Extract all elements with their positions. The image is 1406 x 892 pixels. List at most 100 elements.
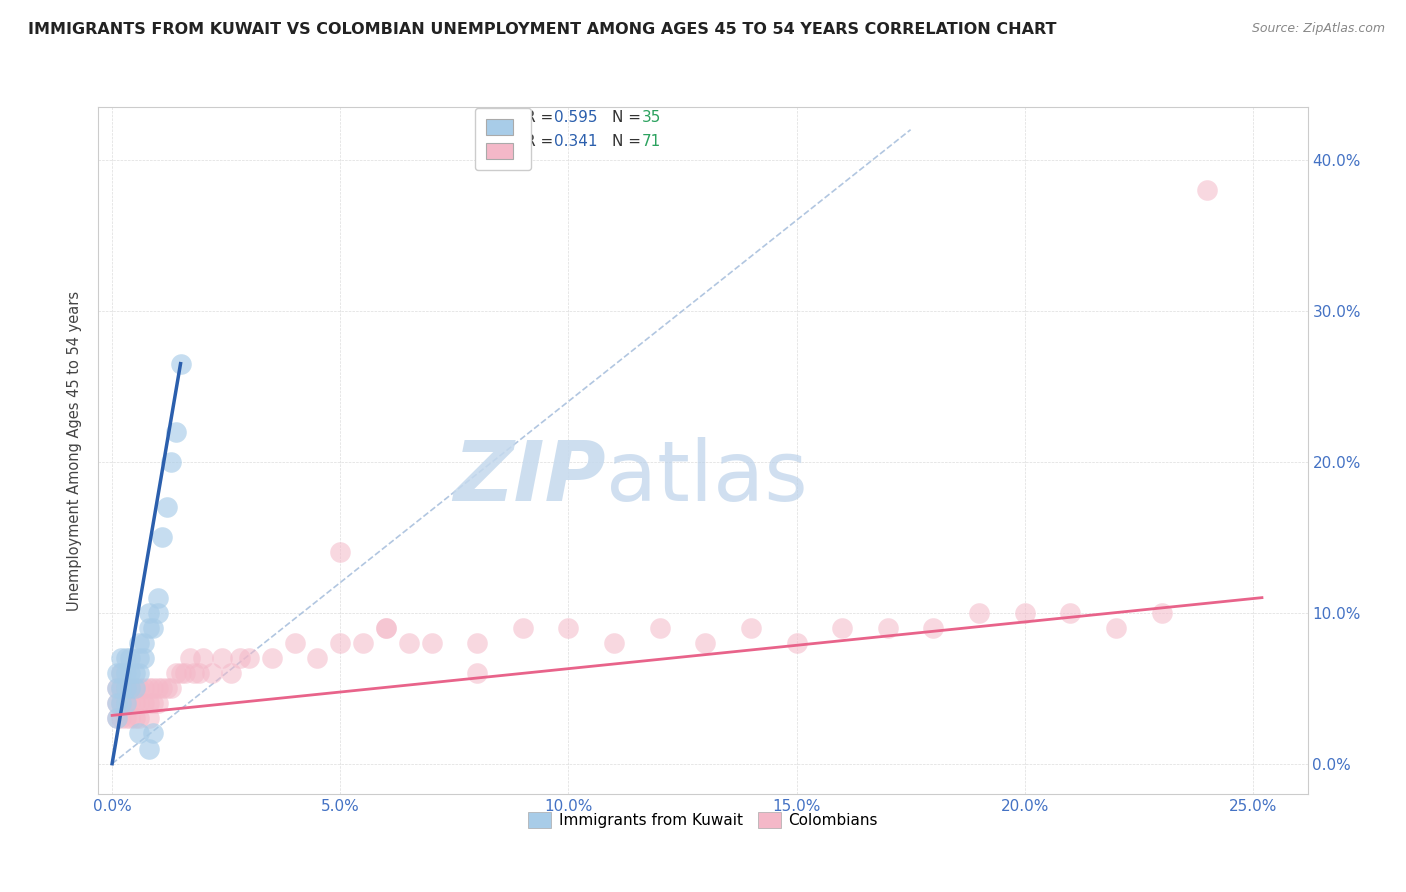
Text: atlas: atlas [606,437,808,518]
Point [128,651,150,665]
Point [120,711,142,725]
Point [128,696,150,710]
Point [138,681,160,696]
Point [124,711,146,725]
Point [114,681,136,696]
Point [146,681,169,696]
Point [1014,606,1036,620]
Text: R =: R = [526,134,558,149]
Point [211,651,233,665]
Point [284,636,307,650]
Point [156,681,179,696]
Point [105,696,128,710]
Point [146,696,169,710]
Point [876,621,898,635]
Point [128,666,150,681]
Point [110,711,132,725]
Point [169,357,191,371]
Point [142,681,165,696]
Point [557,621,579,635]
Y-axis label: Unemployment Among Ages 45 to 54 years: Unemployment Among Ages 45 to 54 years [67,291,83,610]
Point [160,681,183,696]
Point [114,696,136,710]
Point [146,606,169,620]
Point [114,666,136,681]
Point [307,651,329,665]
Point [110,666,132,681]
Point [187,666,209,681]
Point [201,666,224,681]
Point [132,651,155,665]
Point [138,711,160,725]
Point [150,681,173,696]
Point [740,621,762,635]
Point [132,696,155,710]
Point [105,711,128,725]
Point [114,651,136,665]
Point [110,651,132,665]
Point [124,681,146,696]
Point [398,636,420,650]
Point [831,621,853,635]
Point [786,636,808,650]
Point [1059,606,1081,620]
Point [146,591,169,605]
Point [120,651,142,665]
Point [1105,621,1128,635]
Point [132,636,155,650]
Point [165,666,187,681]
Point [120,666,142,681]
Point [238,651,260,665]
Point [124,666,146,681]
Point [132,681,155,696]
Point [695,636,717,650]
Text: Source: ZipAtlas.com: Source: ZipAtlas.com [1251,22,1385,36]
Text: 0.595: 0.595 [554,110,598,125]
Text: N =: N = [613,110,647,125]
Point [179,651,201,665]
Point [142,621,165,635]
Point [114,711,136,725]
Point [142,696,165,710]
Point [120,681,142,696]
Point [114,696,136,710]
Point [105,666,128,681]
Point [183,666,205,681]
Point [110,681,132,696]
Point [1150,606,1173,620]
Point [128,636,150,650]
Text: R =: R = [526,110,558,125]
Point [110,696,132,710]
Text: 0.341: 0.341 [554,134,598,149]
Point [114,681,136,696]
Point [110,666,132,681]
Point [160,455,183,469]
Point [138,741,160,756]
Point [329,545,352,559]
Point [465,636,488,650]
Point [150,530,173,544]
Point [110,696,132,710]
Point [105,681,128,696]
Text: ZIP: ZIP [454,437,606,518]
Point [1197,183,1219,197]
Point [128,726,150,740]
Point [922,621,945,635]
Point [219,666,242,681]
Point [512,621,534,635]
Point [603,636,626,650]
Point [648,621,671,635]
Point [124,696,146,710]
Point [352,636,374,650]
Text: 71: 71 [641,134,661,149]
Point [105,681,128,696]
Point [420,636,443,650]
Point [138,696,160,710]
Point [124,681,146,696]
Point [374,621,396,635]
Point [967,606,990,620]
Point [374,621,396,635]
Point [138,621,160,635]
Point [105,711,128,725]
Point [110,681,132,696]
